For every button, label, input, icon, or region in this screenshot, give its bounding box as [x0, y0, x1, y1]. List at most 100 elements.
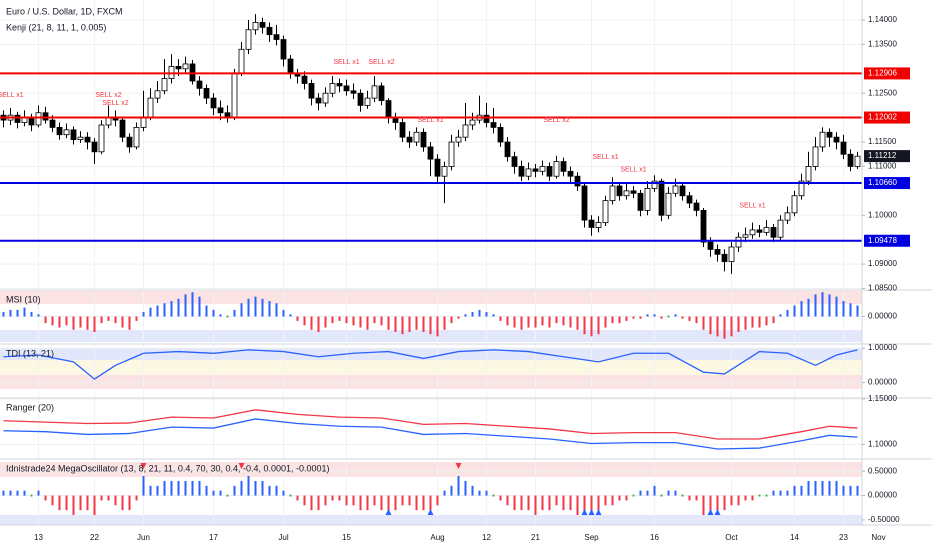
histogram-bar: [240, 480, 243, 496]
histogram-bar: [583, 495, 586, 516]
histogram-bar: [191, 480, 194, 496]
histogram-bar: [212, 490, 215, 496]
histogram-bar: [765, 316, 768, 326]
candle-body: [749, 229, 756, 236]
histogram-bar: [758, 316, 761, 328]
histogram-bar: [751, 316, 754, 328]
candle-body: [28, 117, 35, 126]
candle-body: [434, 158, 441, 177]
x-tick-label: Jun: [137, 533, 150, 542]
candle-body: [196, 80, 203, 89]
histogram-bar: [282, 490, 285, 496]
y-tick-label: 1.09000: [868, 259, 897, 268]
candle-body: [420, 131, 427, 148]
candle-body: [847, 153, 854, 167]
histogram-bar: [44, 495, 47, 501]
histogram-bar: [401, 316, 404, 335]
histogram-bar: [247, 476, 250, 496]
candle-body: [98, 124, 105, 153]
histogram-bar: [408, 316, 411, 332]
histogram-bar: [142, 476, 145, 496]
panel-title: Ranger (20): [6, 402, 54, 412]
candle-body: [266, 26, 273, 36]
histogram-bar: [226, 494, 229, 497]
histogram-bar: [520, 316, 523, 330]
y-tick-label: 1.08500: [868, 284, 897, 293]
histogram-bar: [695, 495, 698, 501]
histogram-bar: [9, 309, 12, 317]
histogram-bar: [429, 495, 432, 511]
histogram-bar: [527, 316, 530, 328]
candle-body: [301, 75, 308, 84]
mid-band: [0, 360, 862, 375]
histogram-bar: [86, 316, 89, 330]
candle-body: [259, 22, 266, 28]
histogram-bar: [289, 494, 292, 497]
candle-body: [371, 85, 378, 99]
histogram-bar: [149, 307, 152, 317]
candle-body: [441, 166, 448, 177]
histogram-bar: [114, 316, 117, 324]
histogram-bar: [443, 490, 446, 496]
candle-body: [721, 253, 728, 263]
candle-body: [14, 114, 21, 123]
indicator-line: [3, 418, 858, 450]
histogram-bar: [37, 490, 40, 496]
candle-body: [840, 141, 847, 155]
histogram-bar: [534, 316, 537, 328]
histogram-bar: [373, 316, 376, 324]
histogram-bar: [618, 495, 621, 501]
histogram-bar: [177, 298, 180, 317]
histogram-bar: [170, 480, 173, 496]
histogram-bar: [765, 494, 768, 497]
candle-body: [784, 212, 791, 221]
x-tick-label: Oct: [725, 533, 738, 542]
histogram-bar: [737, 316, 740, 332]
candle-body: [574, 175, 581, 187]
histogram-bar: [296, 495, 299, 501]
histogram-bar: [492, 494, 495, 497]
histogram-bar: [471, 312, 474, 317]
histogram-bar: [135, 316, 138, 321]
candle-body: [217, 107, 224, 114]
y-tick-label: 1.10000: [868, 440, 897, 449]
y-tick-label: 0.00000: [868, 491, 897, 500]
histogram-bar: [352, 316, 355, 326]
indicator-line: [3, 349, 858, 380]
histogram-bar: [30, 494, 33, 497]
histogram-bar: [513, 316, 516, 328]
histogram-bar: [786, 490, 789, 496]
histogram-bar: [611, 316, 614, 324]
histogram-bar: [37, 314, 40, 317]
histogram-bar: [849, 485, 852, 496]
candle-body: [812, 146, 819, 167]
histogram-bar: [261, 298, 264, 317]
candle-body: [357, 92, 364, 106]
histogram-bar: [72, 495, 75, 516]
histogram-bar: [170, 301, 173, 317]
histogram-bar: [240, 303, 243, 317]
level-label: 1.09478: [868, 236, 897, 245]
histogram-bar: [604, 495, 607, 506]
histogram-bar: [842, 301, 845, 317]
histogram-bar: [828, 480, 831, 496]
annotation: SELL x2: [95, 92, 121, 99]
candle-body: [469, 119, 476, 126]
histogram-bar: [541, 316, 544, 326]
histogram-bar: [464, 314, 467, 317]
candle-body: [763, 227, 770, 233]
histogram-bar: [856, 485, 859, 496]
histogram-bar: [506, 316, 509, 326]
histogram-bar: [576, 316, 579, 330]
signal-down: [238, 463, 245, 469]
candle-body: [350, 90, 357, 94]
histogram-bar: [184, 294, 187, 317]
histogram-bar: [380, 316, 383, 326]
y-tick-label: -0.50000: [868, 515, 900, 524]
x-tick-label: 12: [482, 533, 491, 542]
annotation: SELL x1: [0, 92, 24, 99]
candle-body: [525, 168, 532, 177]
histogram-bar: [324, 495, 327, 506]
histogram-bar: [653, 314, 656, 317]
candle-body: [322, 92, 329, 104]
